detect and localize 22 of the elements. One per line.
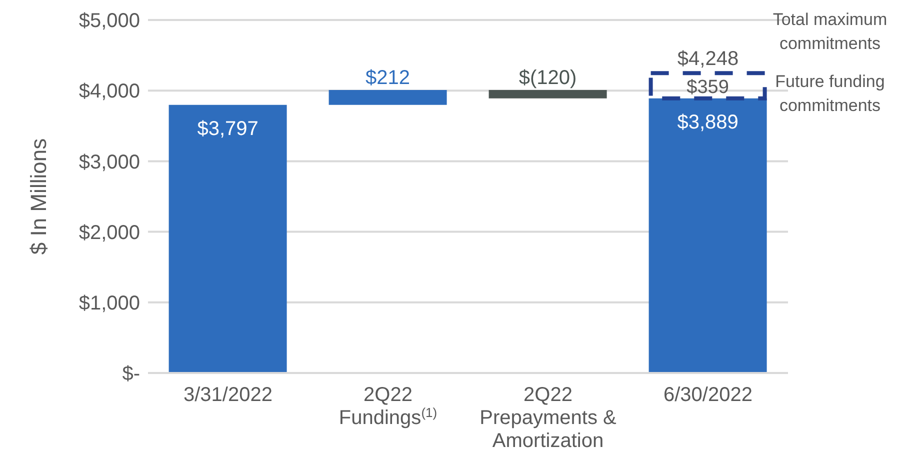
y-tick-label: $1,000 [78,292,140,314]
y-tick-label: $5,000 [78,10,140,32]
y-tick-label: $2,000 [78,222,140,244]
data-label: $(120) [518,66,577,89]
x-tick-label: 2Q22 Prepayments & Amortization [480,384,618,452]
data-label: $212 [366,66,410,89]
annotation: $4,248 [677,48,739,70]
data-label: $3,889 [677,111,738,134]
x-tick-label: 6/30/2022 [664,384,752,406]
y-axis-title: $ In Millions [26,138,51,255]
x-tick-label: 2Q22 Fundings$^{(1)}$ [338,384,438,429]
data-label: $359 [686,76,729,98]
y-tick-label: $- [122,363,140,386]
bar [488,90,607,98]
annotation: Future funding commitments [774,71,886,117]
x-tick-label: 3/31/2022 [184,384,272,406]
y-tick-label: $3,000 [78,151,140,174]
data-label: $3,797 [197,118,258,140]
bar [328,90,447,105]
annotation: Total maximum commitments [772,9,888,55]
y-tick-label: $4,000 [78,80,140,103]
bar [168,104,287,373]
